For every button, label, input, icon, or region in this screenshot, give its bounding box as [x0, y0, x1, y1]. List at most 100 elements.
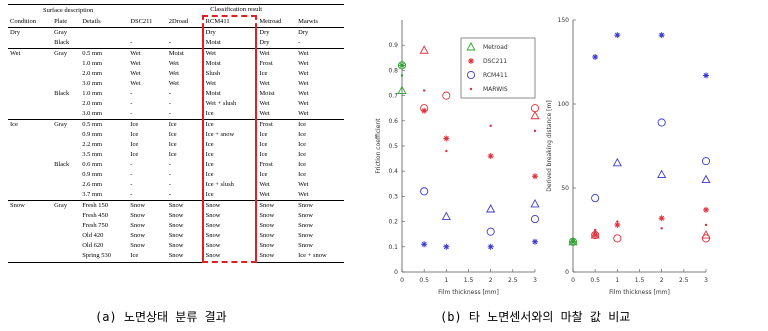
table-row: Fresh 450 Snow Snow Snow Snow Snow: [8, 211, 344, 221]
table-cell: 0.5 mm: [80, 119, 129, 130]
point: [591, 230, 600, 240]
y-tick-label: 0.1: [388, 244, 398, 251]
point: [613, 234, 622, 243]
table-cell: Snow: [168, 212, 184, 220]
point: [486, 204, 496, 213]
y-axis-label: Friction coefficient: [375, 118, 382, 174]
table-cell: Ice: [166, 119, 203, 130]
x-tick-label: 2: [489, 277, 493, 284]
point: [397, 85, 407, 95]
table-row: 2.2 mm Ice Ice Ice Ice Ice: [8, 140, 344, 150]
table-cell: Ice: [296, 119, 344, 130]
table-cell: Wet: [298, 80, 309, 88]
table-cell: Wet: [130, 80, 141, 88]
table-cell: Snow: [128, 200, 167, 211]
point: [703, 206, 709, 213]
table-cell: Wet: [259, 100, 270, 108]
point: [614, 32, 621, 39]
table-cell: Ice: [168, 141, 177, 149]
table-cell: Ice: [201, 150, 258, 160]
table-cell: Ice + slush: [201, 180, 258, 190]
point: [530, 199, 540, 208]
point: [701, 174, 711, 184]
point: [614, 221, 621, 228]
table-cell: Old 420: [82, 232, 104, 240]
table-cell: Spring 530: [80, 251, 129, 263]
group-header: Classification result: [128, 4, 344, 16]
point: [592, 53, 599, 60]
table-cell: Moist: [201, 38, 258, 49]
column-header: Metroad: [256, 16, 297, 28]
point: [487, 243, 494, 250]
y-tick-label: 0.7: [388, 93, 398, 100]
x-tick-label: 2.5: [508, 277, 518, 284]
point: [568, 237, 578, 246]
table-row: Fresh 750 Snow Snow Snow Snow Snow: [8, 221, 344, 231]
table-cell: Snow: [166, 251, 203, 263]
point: [703, 72, 709, 79]
table-cell: Wet: [259, 80, 270, 88]
y-tick-label: 0.6: [388, 118, 398, 125]
point: [421, 241, 428, 248]
point: [419, 45, 429, 54]
table-cell: Ice: [201, 140, 258, 150]
x-tick-label: 0: [400, 277, 404, 284]
table-row: Black - - Moist Dry -: [8, 38, 344, 49]
table-cell: -: [168, 90, 171, 98]
table-cell: Wet: [259, 181, 270, 189]
table-cell: Ice: [259, 171, 268, 179]
point: [445, 149, 448, 153]
table-cell: Wet: [168, 70, 179, 78]
x-tick-label: 1: [615, 277, 619, 284]
table-cell: Frost: [259, 60, 273, 68]
table-cell: Snow: [201, 221, 258, 231]
table-row: Wet Gray 0.5 mm Wet Moist Wet Wet Wet: [8, 48, 344, 59]
table-cell: Wet: [298, 70, 309, 78]
table-row: 0.9 mm - - Ice Ice Ice: [8, 170, 344, 180]
table-cell: Gray: [52, 48, 81, 59]
legend-marker: [468, 58, 474, 64]
point: [400, 74, 404, 77]
table-cell: Ice + snow: [201, 130, 258, 140]
table-cell: Wet: [298, 181, 309, 189]
table-cell: Ice: [259, 131, 268, 139]
caption: (a) 노면상태 분류 결과: [95, 310, 227, 324]
table-cell: 0.9 mm: [82, 131, 103, 139]
table-cell: Snow: [256, 200, 297, 211]
column-header: Condition: [8, 16, 53, 28]
point: [657, 118, 666, 127]
x-tick-label: 3: [704, 277, 708, 284]
table-cell: -: [298, 39, 301, 47]
table-cell: Ice: [298, 161, 307, 169]
group-header: Surface description: [8, 4, 129, 16]
caption: (b) 타 노면센서와의 마찰 값 비교: [440, 310, 631, 324]
table-row: Ice Gray 0.5 mm Ice Ice Ice Frost Ice: [8, 119, 344, 130]
table-cell: Snow: [201, 200, 258, 211]
table-cell: Wet: [130, 70, 141, 78]
table-cell: Snow: [201, 231, 258, 241]
table-cell: Ice: [8, 119, 53, 130]
table-cell: -: [168, 171, 171, 179]
table-row: 1.0 mm Wet Wet Moist Frost Wet: [8, 59, 344, 69]
x-tick-label: 0.5: [419, 277, 429, 284]
table-row: Dry Gray Dry Dry Dry: [8, 27, 344, 38]
table-row: Snow Gray Fresh 150 Snow Snow Snow Snow Snow: [8, 200, 344, 211]
legend-label: Metroad: [483, 44, 508, 51]
table-cell: Wet: [259, 110, 270, 118]
table-cell: 0.9 mm: [82, 171, 103, 179]
point: [660, 227, 663, 230]
table-cell: Ice: [201, 190, 258, 201]
table-cell: Moist: [201, 59, 258, 69]
column-header: RCM411: [201, 15, 258, 28]
point: [530, 104, 540, 113]
table-row: 3.5 mm Ice Ice Ice Ice Ice: [8, 150, 344, 160]
table-cell: 2.6 mm: [82, 181, 103, 189]
table-cell: -: [130, 181, 133, 189]
point: [701, 157, 711, 166]
table-cell: Wet: [296, 48, 344, 59]
table-cell: [52, 251, 81, 263]
table-cell: Ice: [201, 119, 258, 130]
table-cell: Snow: [130, 222, 146, 230]
table-cell: 3.5 mm: [82, 151, 103, 159]
